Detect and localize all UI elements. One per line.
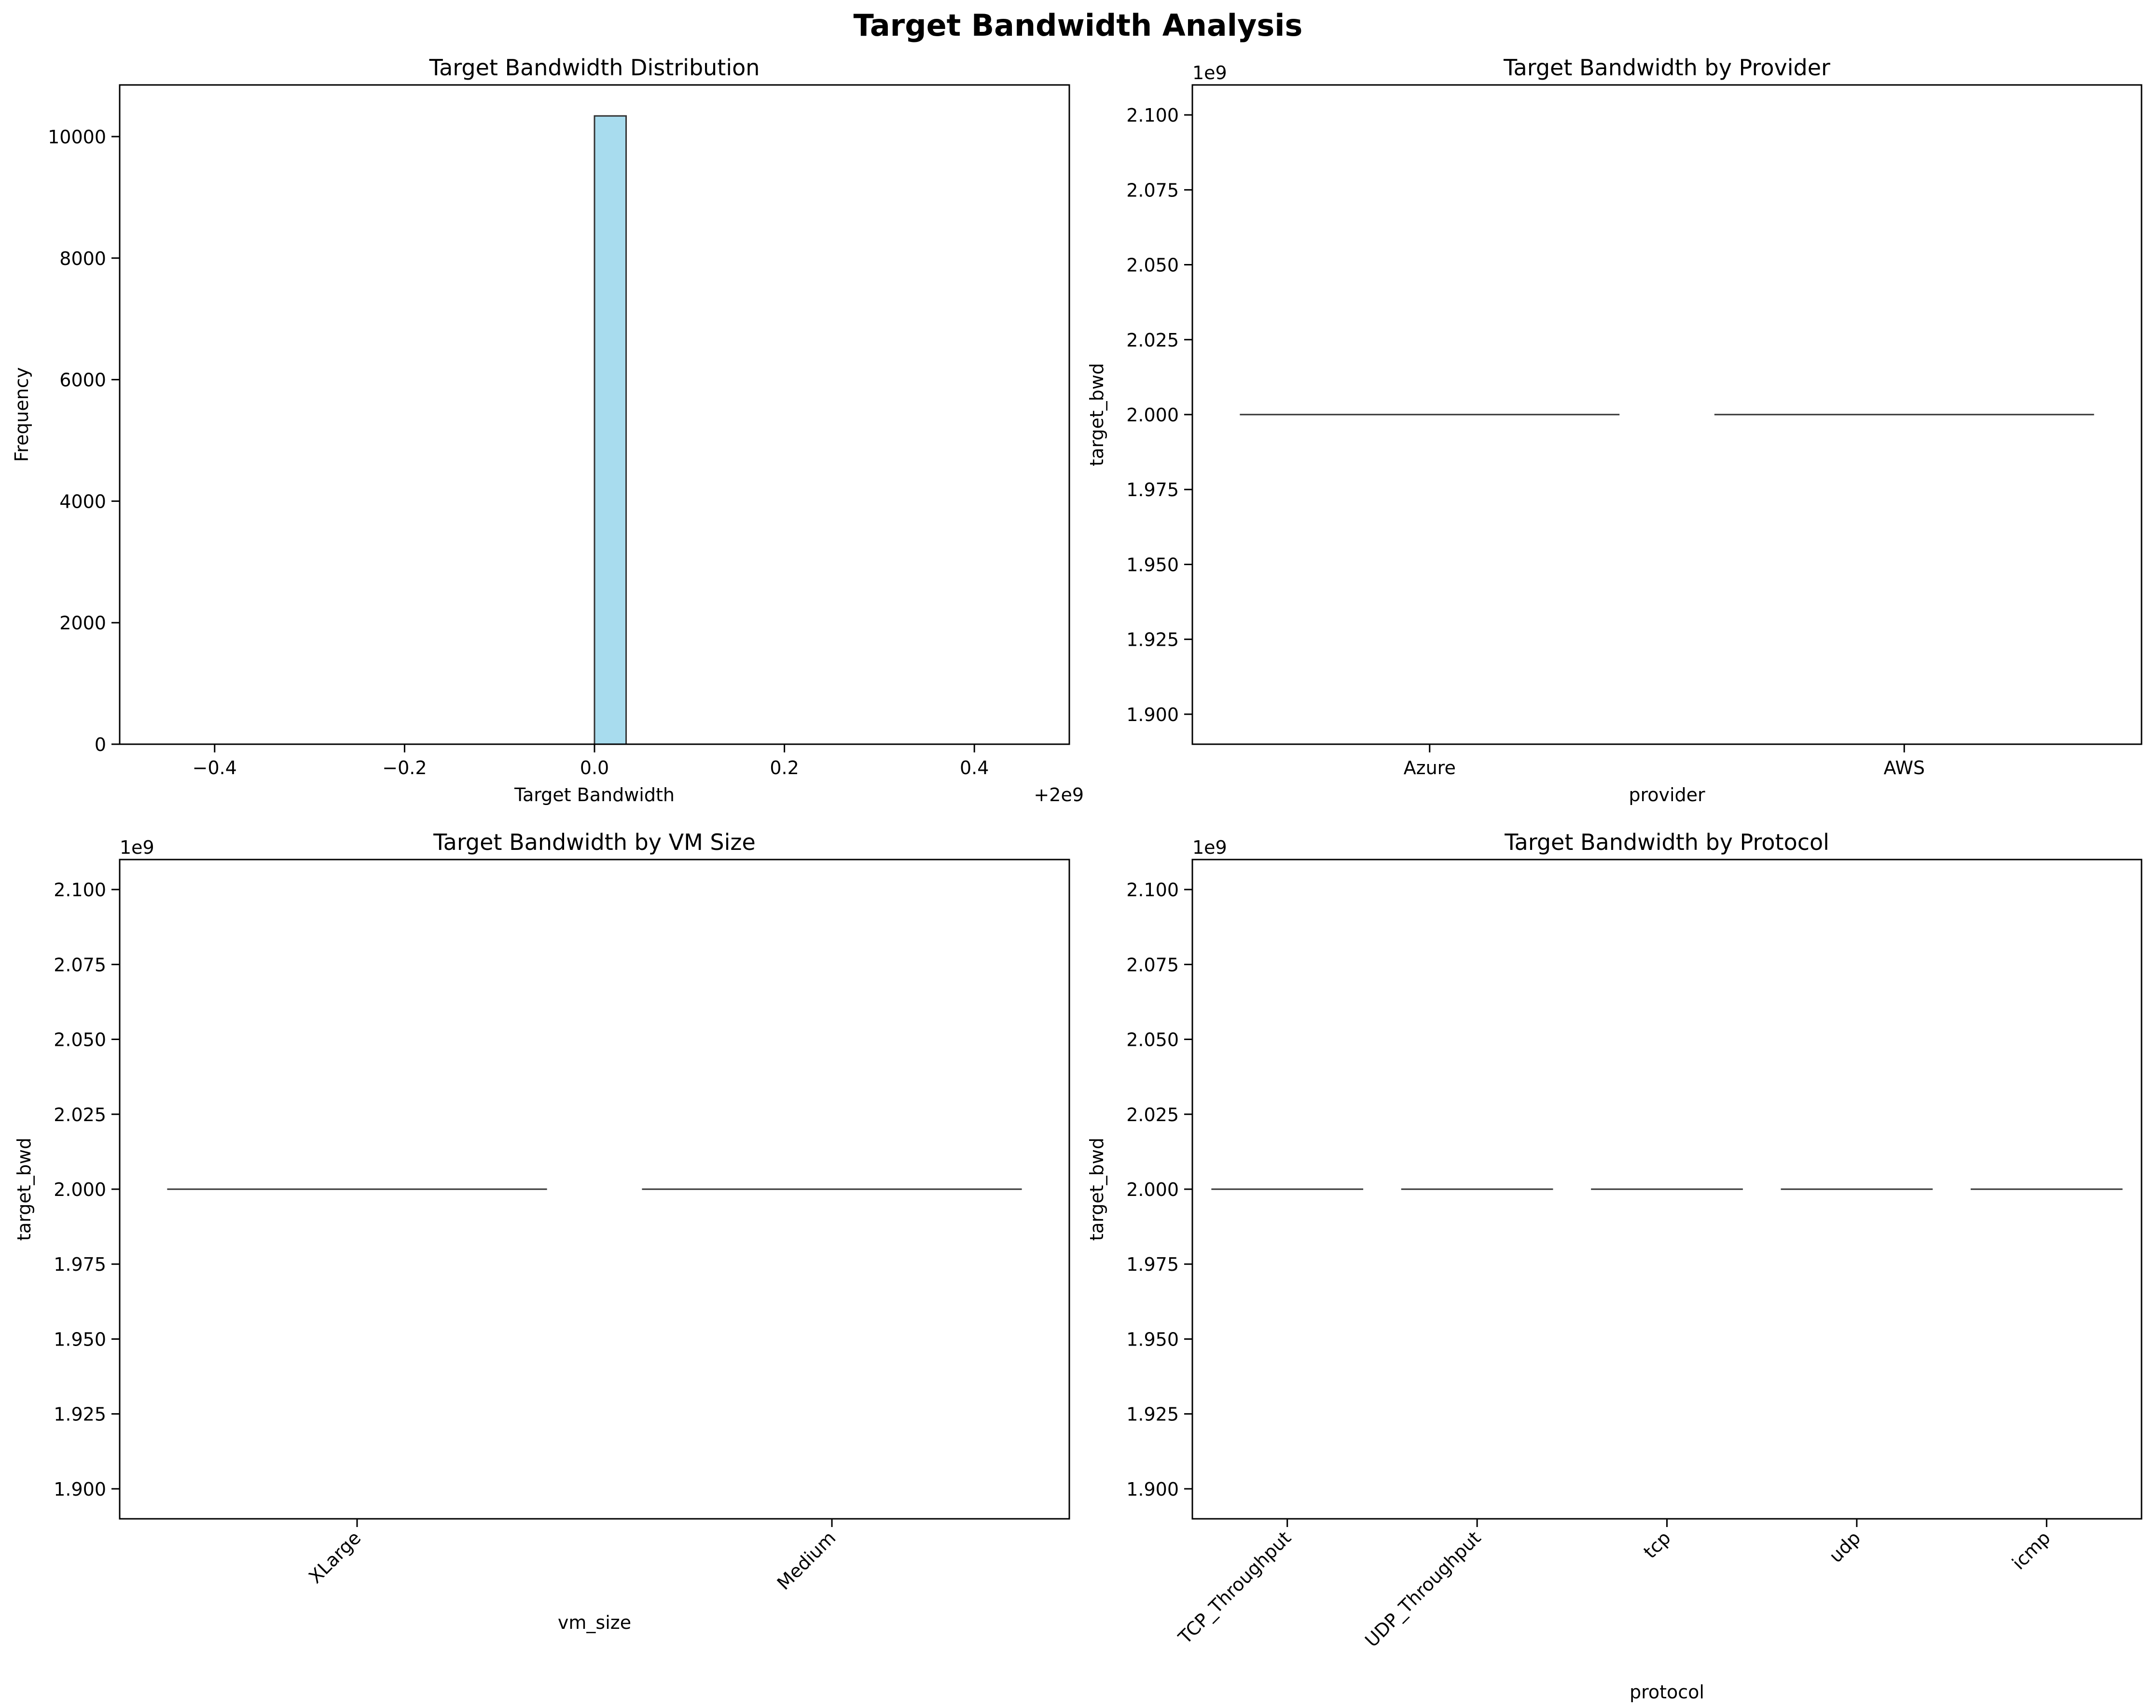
x-tick-label: TCP_Throughput <box>1174 1527 1295 1648</box>
y-tick-label: 2.025 <box>1126 330 1179 351</box>
y-tick-label: 1.925 <box>1126 629 1179 651</box>
y-tick-label: 1.950 <box>1126 554 1179 575</box>
panel-title: Target Bandwidth Distribution <box>429 55 760 81</box>
y-axis-label: target_bwd <box>14 1138 35 1241</box>
y-tick-label: 1.950 <box>1126 1329 1179 1350</box>
x-tick-label: Medium <box>773 1527 840 1594</box>
violin-panel-protocol: Target Bandwidth by Protocol 1.900 1.925 1.… <box>1086 829 2142 1703</box>
violin-panel-vm-size: Target Bandwidth by VM Size 1.900 1.925 1.9… <box>14 829 1070 1633</box>
y-tick-label: 2.050 <box>1126 1029 1179 1051</box>
y-tick-label: 1.950 <box>54 1329 106 1350</box>
x-axis-label: Target Bandwidth <box>514 784 675 805</box>
y-tick-label: 2.100 <box>1126 879 1179 901</box>
y-tick-label: 2.050 <box>54 1029 106 1051</box>
y-tick-label: 2.075 <box>1126 180 1179 201</box>
y-tick-label: 1.975 <box>1126 479 1179 500</box>
x-axis-label: provider <box>1629 784 1705 805</box>
axes-frame <box>1191 84 2142 745</box>
panel-title: Target Bandwidth by Protocol <box>1504 829 1829 855</box>
figure-suptitle: Target Bandwidth Analysis <box>853 8 1303 43</box>
x-axis-label: protocol <box>1630 1681 1704 1703</box>
y-tick-label: 6000 <box>59 370 106 391</box>
y-tick-label: 1.925 <box>1126 1404 1179 1425</box>
x-tick-label: 0.4 <box>960 757 989 778</box>
x-tick-label: AWS <box>1883 757 1925 778</box>
axes-frame <box>119 84 1070 745</box>
y-tick-label: 1.900 <box>1126 1479 1179 1500</box>
y-tick-label: 2.000 <box>54 1179 106 1200</box>
x-tick-label: 0.2 <box>770 757 799 778</box>
y-tick-label: 2.025 <box>1126 1104 1179 1125</box>
x-tick-label: 0.0 <box>580 757 609 778</box>
y-axis-label: target_bwd <box>1086 363 1107 466</box>
y-tick-label: 2.075 <box>1126 954 1179 975</box>
violin-panel-provider: Target Bandwidth by Provider 1.900 1.925 1.… <box>1086 55 2142 805</box>
y-tick-label: 1.900 <box>1126 704 1179 725</box>
x-tick-label: XLarge <box>304 1527 365 1587</box>
y-tick-label: 2.050 <box>1126 255 1179 276</box>
y-tick-label: 8000 <box>59 248 106 269</box>
y-tick-label: 4000 <box>59 491 106 512</box>
y-tick-label: 2.100 <box>1126 105 1179 126</box>
axes-frame <box>119 859 1070 1520</box>
y-scale-label: 1e9 <box>1192 62 1227 83</box>
y-tick-label: 2000 <box>59 612 106 634</box>
y-tick-label: 0 <box>95 734 106 755</box>
y-tick-label: 1.975 <box>1126 1254 1179 1275</box>
y-axis-label: Frequency <box>11 367 32 462</box>
axes-frame <box>1191 859 2142 1520</box>
y-tick-label: 1.925 <box>54 1404 106 1425</box>
panel-title: Target Bandwidth by VM Size <box>433 829 756 855</box>
y-tick-label: 2.000 <box>1126 1179 1179 1200</box>
y-axis-label: target_bwd <box>1086 1138 1107 1241</box>
x-tick-label: UDP_Throughput <box>1361 1527 1485 1651</box>
x-offset-label: +2e9 <box>1034 784 1084 805</box>
x-axis-label: vm_size <box>558 1612 631 1633</box>
x-tick-label: −0.4 <box>193 757 237 778</box>
y-tick-label: 2.100 <box>54 879 106 901</box>
y-tick-label: 2.025 <box>54 1104 106 1125</box>
x-tick-label: Azure <box>1404 757 1456 778</box>
x-tick-label: −0.2 <box>382 757 427 778</box>
y-tick-label: 2.000 <box>1126 404 1179 426</box>
histogram-panel: Target Bandwidth Distribution 0 2000 4000 60… <box>11 55 1084 805</box>
x-tick-label: tcp <box>1639 1527 1674 1562</box>
y-scale-label: 1e9 <box>1192 837 1227 858</box>
x-tick-label: udp <box>1825 1527 1865 1567</box>
x-tick-label: icmp <box>2008 1527 2055 1574</box>
y-tick-label: 1.975 <box>54 1254 106 1275</box>
panel-title: Target Bandwidth by Provider <box>1503 55 1830 81</box>
y-scale-label: 1e9 <box>120 837 154 858</box>
hist-bar <box>594 115 627 745</box>
y-tick-label: 2.075 <box>54 954 106 975</box>
y-tick-label: 1.900 <box>54 1479 106 1500</box>
y-tick-label: 10000 <box>48 126 106 148</box>
